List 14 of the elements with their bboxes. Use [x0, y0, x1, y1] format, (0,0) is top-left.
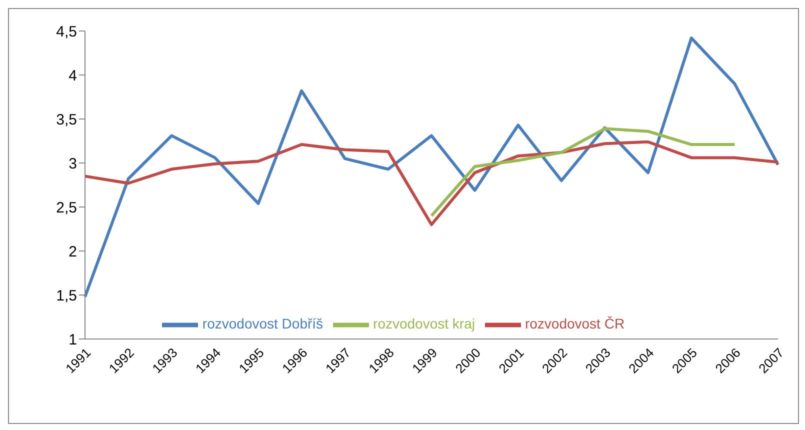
y-tick-label: 1,5 — [56, 287, 77, 304]
y-tick-label: 1 — [68, 331, 77, 348]
legend-label: rozvodovost ČR — [524, 316, 625, 332]
y-tick-label: 2 — [68, 243, 77, 260]
line-series — [84, 36, 780, 298]
y-tick-label: 4 — [68, 67, 77, 84]
y-tick-label: 3 — [68, 155, 77, 172]
y-tick-label: 3,5 — [56, 111, 77, 128]
line-series — [84, 140, 780, 226]
y-tick-label: 4,5 — [56, 23, 77, 40]
legend-label: rozvodovost kraj — [373, 316, 475, 332]
y-tick-label: 2,5 — [56, 199, 77, 216]
line-series — [430, 127, 736, 218]
legend-label: rozvodovost Dobříš — [202, 316, 324, 332]
